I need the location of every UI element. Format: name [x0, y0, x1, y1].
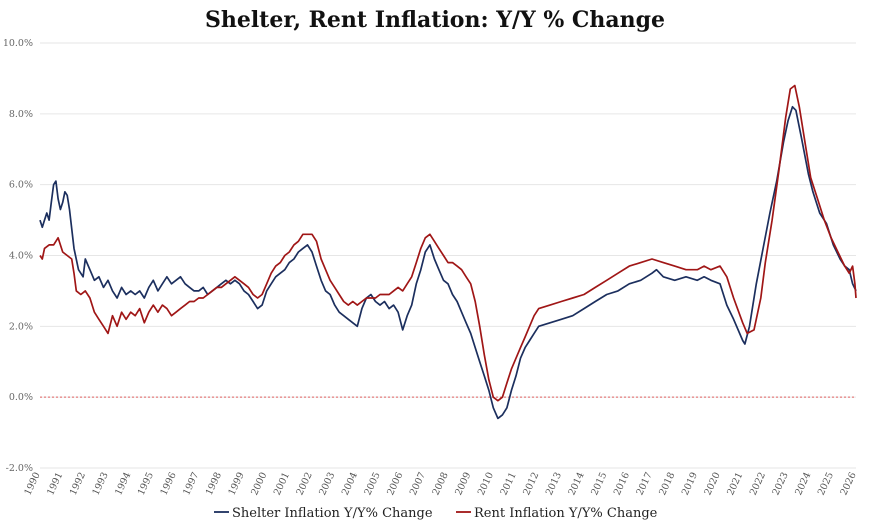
- y-tick-label: 2.0%: [9, 321, 33, 332]
- legend: Shelter Inflation Y/Y% Change Rent Infla…: [214, 506, 658, 521]
- legend-label-shelter: Shelter Inflation Y/Y% Change: [232, 506, 433, 521]
- y-axis-tick-labels: -2.0% 0.0% 2.0% 4.0% 6.0% 8.0% 10.0%: [3, 38, 33, 474]
- chart-title: Shelter, Rent Inflation: Y/Y % Change: [205, 7, 665, 33]
- series-line-shelter: [39, 105, 857, 420]
- series-line-rent: [39, 84, 857, 402]
- y-tick-label: 8.0%: [9, 109, 33, 120]
- y-tick-label: -2.0%: [6, 463, 33, 474]
- y-tick-label: 6.0%: [9, 180, 33, 191]
- y-tick-label: 0.0%: [9, 392, 33, 403]
- series-lines: [39, 84, 857, 420]
- legend-label-rent: Rent Inflation Y/Y% Change: [474, 506, 658, 521]
- y-tick-label: 10.0%: [3, 38, 33, 49]
- y-tick-label: 4.0%: [9, 251, 33, 262]
